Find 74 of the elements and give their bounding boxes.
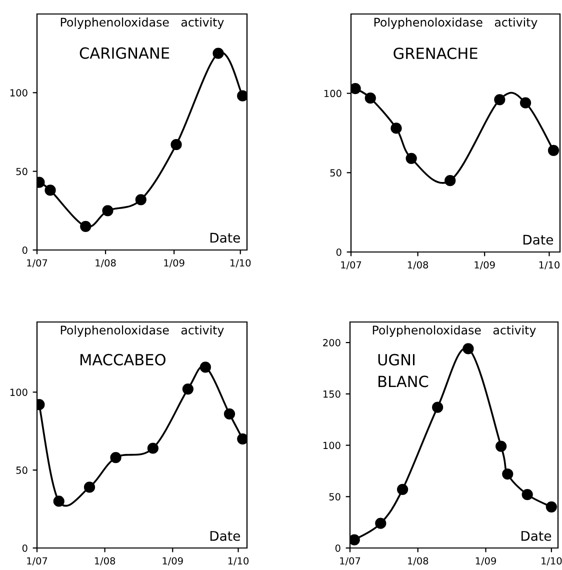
- x-axis-title: Date: [210, 531, 240, 541]
- y-tick-label: 50: [16, 466, 28, 474]
- point: [496, 440, 507, 452]
- point: [135, 194, 146, 206]
- text: MACCABEO: [80, 354, 166, 366]
- x-tick-label: 1/09: [162, 557, 183, 566]
- point: [548, 144, 560, 156]
- point: [237, 90, 247, 102]
- y-tick-label: 50: [330, 169, 342, 176]
- x-tick-label: 1/09: [474, 261, 495, 270]
- y-tick-label: 0: [22, 544, 28, 552]
- y-tick-label: 0: [336, 248, 342, 256]
- text: GRENACHE: [394, 48, 478, 60]
- point: [182, 383, 194, 395]
- y-tick-label: 100: [10, 89, 28, 96]
- point: [546, 501, 557, 512]
- point: [224, 408, 236, 420]
- point: [237, 433, 247, 444]
- x-tick-label: 1/07: [27, 259, 48, 268]
- point: [147, 442, 158, 454]
- y-tick-label: 50: [16, 168, 28, 176]
- x-axis-title: Date: [523, 234, 554, 245]
- x-tick-label: 1/07: [340, 557, 360, 566]
- point: [84, 482, 96, 493]
- point: [396, 484, 408, 495]
- point: [53, 496, 64, 507]
- point: [522, 489, 533, 500]
- point: [351, 83, 361, 94]
- y-axis-title: Polyphenoloxidase activity: [60, 325, 224, 337]
- point: [390, 122, 402, 134]
- x-tick-label: 1/08: [96, 259, 116, 268]
- x-tick-label: 1/10: [539, 261, 560, 270]
- y-tick-label: 200: [323, 339, 340, 346]
- text: UGNI BLANC: [378, 354, 428, 388]
- x-tick-label: 1/08: [408, 261, 428, 270]
- x-tick-label: 1/07: [341, 261, 362, 270]
- x-tick-label: 1/10: [228, 557, 249, 566]
- point: [102, 205, 114, 216]
- y-tick-label: 100: [324, 90, 342, 98]
- point: [350, 534, 360, 546]
- x-tick-label: 1/09: [476, 557, 496, 566]
- point: [494, 94, 506, 106]
- x-tick-label: 1/07: [27, 557, 48, 566]
- point: [44, 184, 56, 196]
- y-tick-label: 50: [329, 493, 340, 500]
- y-tick-label: 150: [323, 390, 340, 398]
- y-axis-title: Polyphenoloxidase activity: [372, 325, 536, 337]
- point: [520, 97, 532, 108]
- text: CARIGNANE: [80, 47, 170, 59]
- x-tick-label: 1/10: [542, 557, 562, 566]
- point: [110, 452, 122, 464]
- point: [212, 48, 224, 59]
- x-tick-label: 1/10: [230, 259, 251, 268]
- x-axis-title: Date: [210, 232, 240, 243]
- point: [502, 468, 514, 480]
- point: [80, 220, 92, 232]
- y-axis-title: Polyphenoloxidase activity: [60, 18, 224, 29]
- point: [170, 139, 182, 150]
- x-tick-label: 1/08: [408, 557, 428, 566]
- y-axis-title: Polyphenoloxidase activity: [374, 18, 538, 29]
- point: [444, 175, 456, 186]
- point: [375, 518, 386, 529]
- point: [200, 362, 211, 373]
- x-axis-title: Date: [522, 531, 552, 541]
- x-tick-label: 1/09: [164, 259, 184, 268]
- y-tick-label: 100: [10, 388, 28, 396]
- point: [364, 92, 376, 104]
- point: [462, 343, 474, 354]
- point: [432, 402, 444, 413]
- x-tick-label: 1/08: [94, 557, 116, 566]
- y-tick-label: 0: [22, 246, 28, 254]
- y-tick-label: 0: [335, 544, 340, 552]
- point: [406, 152, 417, 164]
- y-tick-label: 100: [323, 442, 340, 450]
